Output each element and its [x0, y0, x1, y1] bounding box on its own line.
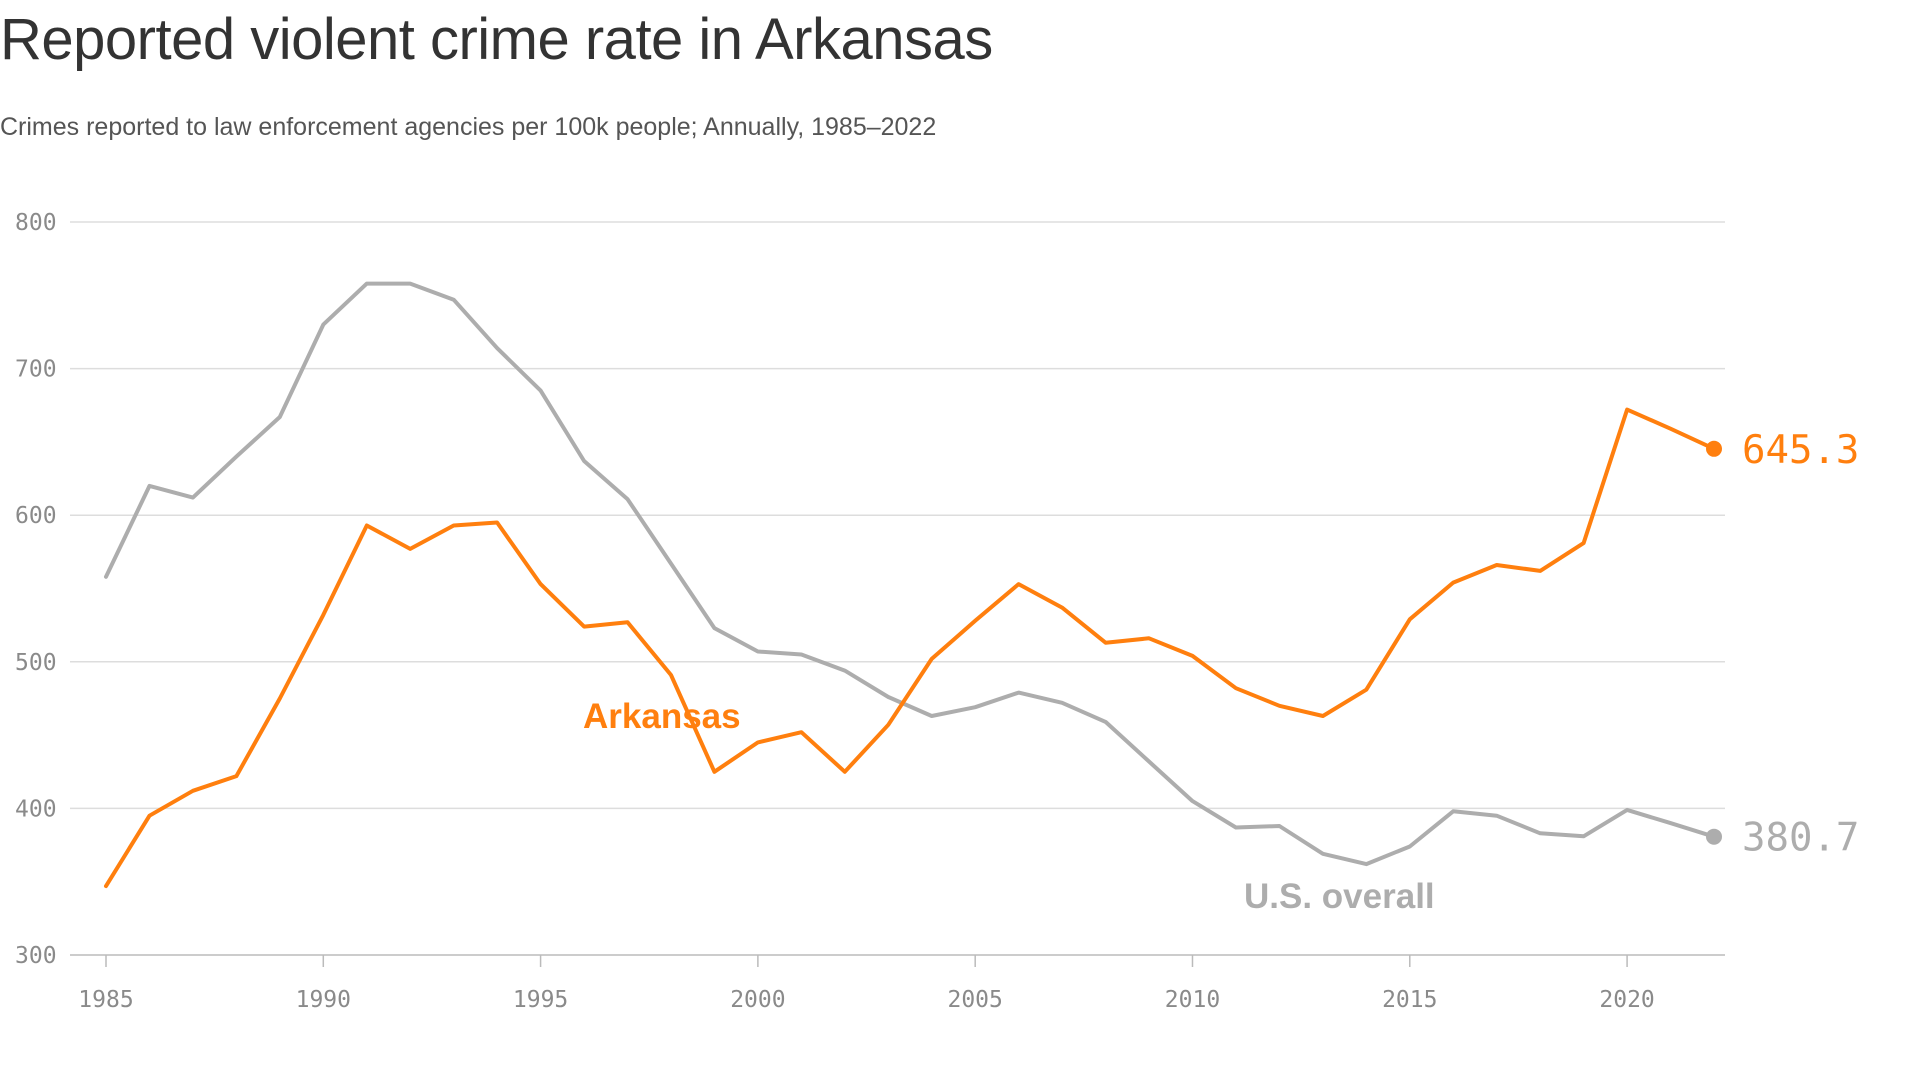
x-tick-label-1990: 1990 — [296, 987, 351, 1013]
end-point-arkansas — [1706, 440, 1722, 457]
x-tick-label-2015: 2015 — [1382, 987, 1437, 1013]
y-tick-label-800: 800 — [15, 210, 57, 236]
end-value-label-arkansas: 645.3 — [1742, 428, 1859, 473]
y-axis: 300 400 500 600 700 800 — [15, 210, 57, 969]
series-name-label-arkansas: Arkansas — [583, 697, 741, 736]
chart-subtitle: Crimes reported to law enforcement agenc… — [0, 113, 937, 141]
y-tick-label-300: 300 — [15, 943, 57, 969]
y-tick-label-600: 600 — [15, 503, 57, 529]
end-value-label-u-s-overall: 380.7 — [1742, 816, 1859, 861]
y-tick-label-500: 500 — [15, 650, 57, 676]
x-tick-label-2010: 2010 — [1165, 987, 1220, 1013]
y-tick-label-700: 700 — [15, 357, 57, 383]
series-lines — [104, 281, 1722, 889]
series-line-arkansas — [104, 407, 1716, 889]
x-axis: 1985 1990 1995 2000 2005 2010 2015 2020 — [70, 954, 1725, 1013]
x-tick-label-2020: 2020 — [1599, 987, 1654, 1013]
gridlines — [70, 221, 1725, 810]
x-tick-label-1985: 1985 — [78, 987, 133, 1013]
x-tick-label-1995: 1995 — [513, 987, 568, 1013]
end-point-u-s-overall — [1706, 828, 1722, 845]
chart-title: Reported violent crime rate in Arkansas — [0, 7, 993, 72]
x-tick-label-2005: 2005 — [947, 987, 1002, 1013]
series-name-label-u-s-overall: U.S. overall — [1244, 877, 1435, 916]
series-line-u-s-overall — [104, 281, 1716, 867]
series-labels: 380.7 645.3 Arkansas U.S. overall — [583, 428, 1859, 916]
x-tick-label-2000: 2000 — [730, 987, 785, 1013]
y-tick-label-400: 400 — [15, 796, 57, 822]
